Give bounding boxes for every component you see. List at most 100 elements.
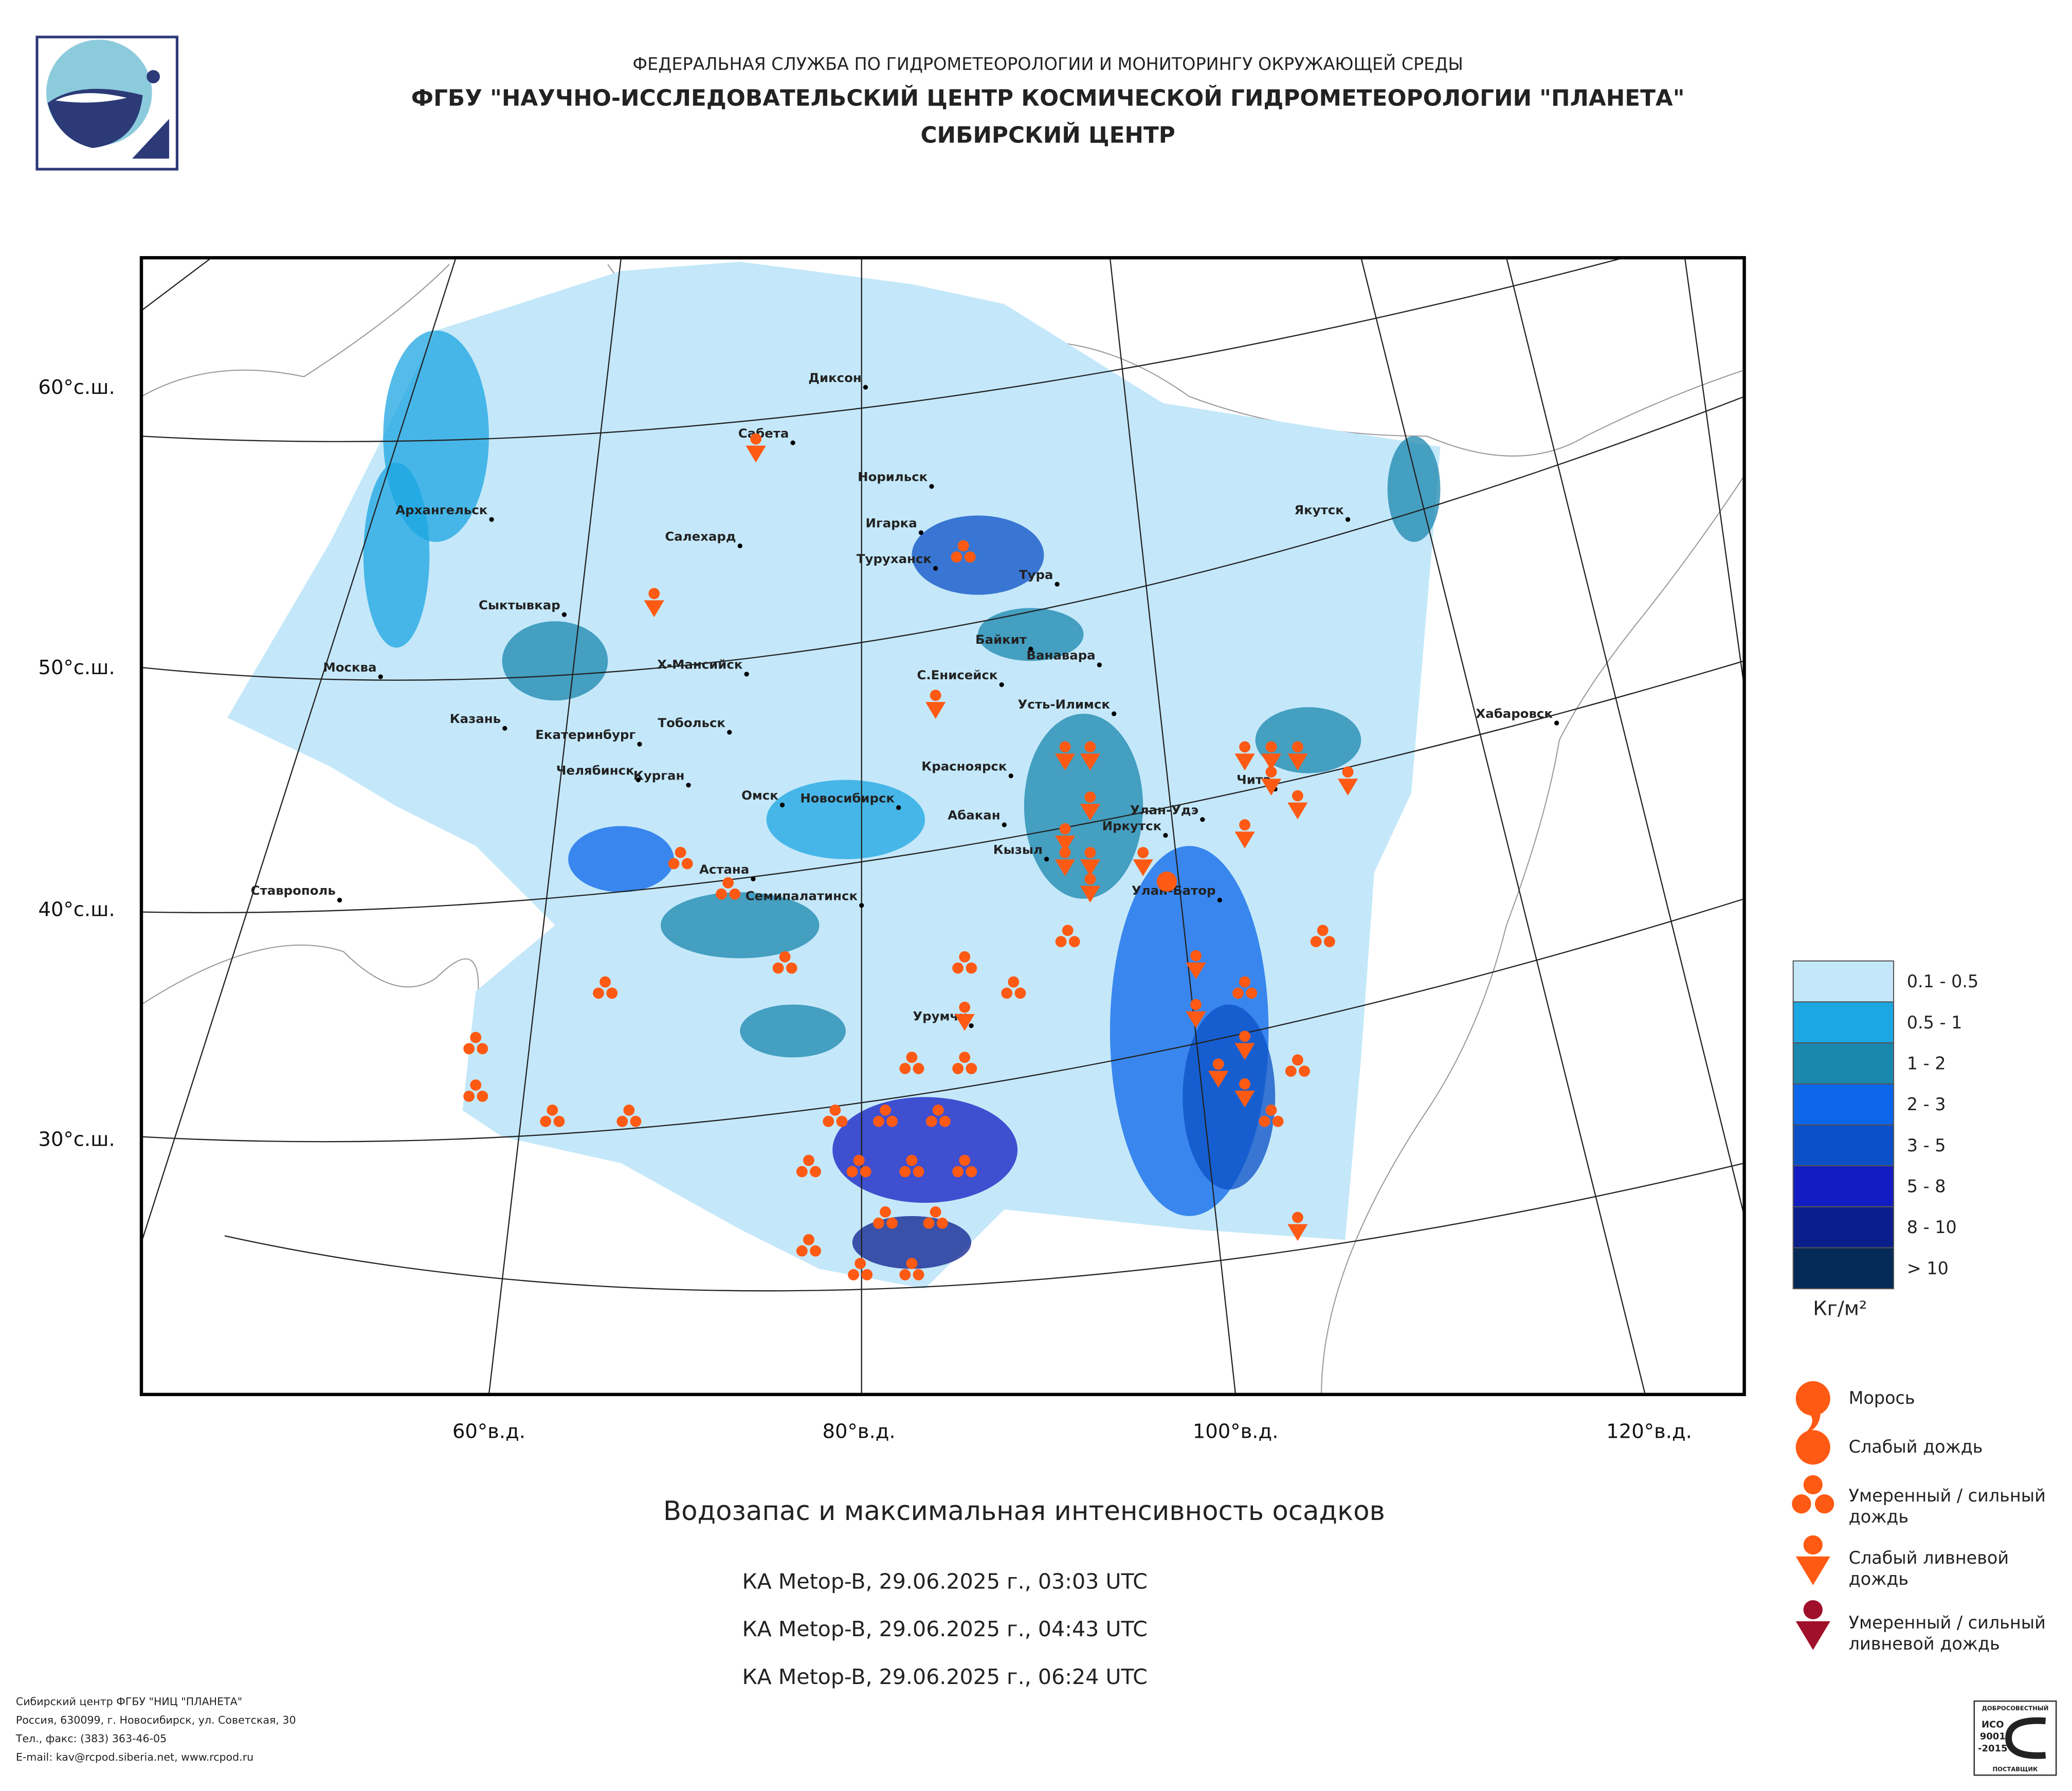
city-dot (863, 385, 868, 390)
longitude-label: 60°в.д. (452, 1420, 525, 1443)
meridian (1360, 258, 1646, 1395)
heavy-rain-symbol (1246, 987, 1258, 999)
heavy-rain-symbol (823, 1115, 834, 1127)
city-label: Екатеринбург (535, 727, 635, 742)
city-label: Усть-Илимск (1018, 697, 1111, 712)
shower-symbol (750, 433, 762, 445)
shower-symbol (930, 690, 941, 701)
heavy-rain-symbol (675, 846, 686, 858)
precip-legend-label: Слабый дождь (1849, 1437, 1983, 1457)
shower-symbol (1084, 741, 1096, 753)
city-label: Якутск (1294, 502, 1344, 517)
parallel (141, 898, 1744, 1143)
shower-symbol (1190, 950, 1202, 962)
city-dot (737, 543, 742, 549)
cloud-area (502, 621, 608, 701)
cloud-area (766, 780, 925, 859)
city-label: Челябинск (556, 763, 634, 777)
heavy-rain-symbol (906, 1052, 918, 1063)
heavy-rain-symbol (930, 1206, 941, 1218)
heavy-rain-symbol (880, 1206, 891, 1218)
footer-line: E-mail: kav@rcpod.siberia.net, www.rcpod… (16, 1751, 253, 1763)
legend-swatch (1792, 1247, 1895, 1290)
city-dot (1097, 662, 1102, 667)
shower-triangle (1186, 962, 1206, 980)
heavy-rain-symbol (886, 1115, 898, 1127)
heavy-rain-symbol (593, 987, 604, 999)
cloud-area (977, 608, 1084, 661)
city-label: Норильск (858, 469, 928, 484)
heavy-rain-symbol (616, 1115, 628, 1127)
footer-line: Сибирский центр ФГБУ "НИЦ "ПЛАНЕТА" (16, 1695, 242, 1708)
city-dot (1200, 817, 1205, 822)
logo-wave-light (55, 93, 127, 103)
heavy-rain-symbol (463, 1091, 475, 1102)
heavy-rain-symbol (599, 976, 611, 988)
city-dot (969, 1023, 974, 1028)
pass-label: КА Metop-B, 29.06.2025 г., 03:03 UTC (742, 1569, 1147, 1594)
city-label: Семипалатинск (746, 888, 858, 903)
precip-legend-label: ливневой дождь (1849, 1634, 2000, 1654)
shower-triangle (1234, 1091, 1255, 1108)
map-title: Водозапас и максимальная интенсивность о… (663, 1496, 1385, 1527)
header-institute: ФГБУ "НАУЧНО-ИССЛЕДОВАТЕЛЬСКИЙ ЦЕНТР КОС… (411, 84, 1685, 112)
heavy-rain-symbol (1803, 1475, 1823, 1495)
shower-triangle (1287, 802, 1308, 820)
shower-triangle (1261, 753, 1282, 771)
shower-symbol (1803, 1535, 1823, 1555)
cloud-area (1387, 436, 1441, 542)
shower-triangle (1055, 859, 1076, 876)
heavy-rain-symbol (913, 1166, 924, 1178)
certificate-text: 9001 (1980, 1731, 2006, 1742)
heavy-rain-symbol (681, 858, 693, 870)
heavy-rain-symbol (1068, 936, 1080, 948)
city-label: Туруханск (857, 551, 932, 566)
shower-symbol (1059, 847, 1071, 859)
shower-symbol (1137, 847, 1149, 859)
city-label: С.Енисейск (917, 667, 997, 682)
legend-label: > 10 (1907, 1258, 1949, 1278)
heavy-rain-symbol (1323, 936, 1335, 948)
city-dot (751, 876, 756, 881)
heavy-rain-symbol (1014, 987, 1026, 999)
heavy-rain-symbol (1792, 1494, 1811, 1514)
cloud-area (661, 892, 820, 958)
shower-triangle (925, 702, 946, 719)
heavy-rain-symbol (873, 1115, 884, 1127)
heavy-rain-symbol (810, 1245, 821, 1257)
cloud-area (852, 1216, 972, 1269)
city-dot (637, 741, 642, 747)
city-dot (1002, 822, 1007, 827)
city-dot (561, 612, 567, 617)
city-label: Диксон (808, 370, 862, 385)
heavy-rain-symbol (1001, 987, 1013, 999)
city-dot (999, 682, 1004, 688)
heavy-rain-symbol (848, 1269, 859, 1280)
city-dot (929, 484, 934, 489)
heavy-rain-symbol (630, 1115, 642, 1127)
shower-symbol (1265, 766, 1277, 778)
precip-legend-label: Умеренный / сильный (1849, 1486, 2046, 1506)
heavy-rain-symbol (829, 1105, 841, 1116)
precip-legend-label: Умеренный / сильный (1849, 1613, 2046, 1633)
heavy-rain-symbol (846, 1166, 858, 1178)
heavy-rain-symbol (860, 1166, 871, 1178)
cloud-area (912, 515, 1044, 595)
city-dot (896, 805, 901, 810)
city-label: Ставрополь (251, 883, 336, 898)
city-label: Сабета (738, 426, 789, 441)
legend-swatch (1792, 960, 1895, 1003)
cloud-area (1255, 707, 1361, 773)
city-label: Тура (1019, 567, 1053, 582)
shower-triangle (1186, 1011, 1206, 1028)
heavy-rain-symbol (959, 1052, 971, 1063)
cloud-area (832, 1097, 1018, 1203)
shower-symbol (1239, 819, 1251, 831)
heavy-rain-symbol (1272, 1115, 1284, 1127)
shower-symbol (1212, 1058, 1224, 1070)
city-label: Курган (633, 768, 684, 783)
shower-symbol (1265, 741, 1277, 753)
shower-triangle (1080, 804, 1101, 821)
city-label: Новосибирск (800, 790, 895, 805)
